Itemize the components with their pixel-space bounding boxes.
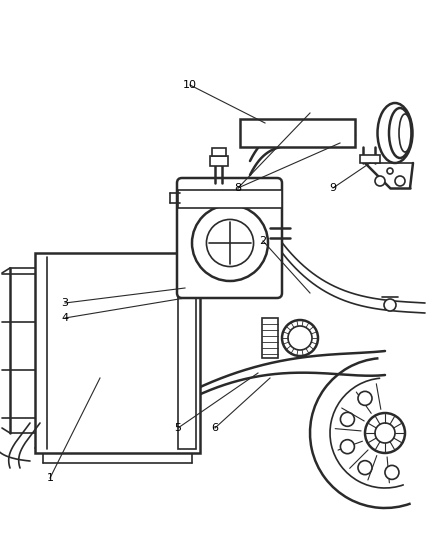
Text: 2: 2 <box>259 236 267 246</box>
Bar <box>240 119 355 147</box>
Text: 5: 5 <box>174 423 181 433</box>
Bar <box>360 155 380 163</box>
Bar <box>35 253 200 453</box>
Circle shape <box>365 413 405 453</box>
Circle shape <box>387 168 393 174</box>
Circle shape <box>206 220 254 266</box>
Bar <box>178 257 196 449</box>
Circle shape <box>282 320 318 356</box>
Text: 3: 3 <box>61 298 68 308</box>
Circle shape <box>192 205 268 281</box>
Text: 1: 1 <box>46 473 53 483</box>
Circle shape <box>375 176 385 186</box>
Ellipse shape <box>389 108 411 158</box>
Circle shape <box>395 176 405 186</box>
Circle shape <box>384 299 396 311</box>
Circle shape <box>358 391 372 406</box>
Text: 4: 4 <box>61 313 69 323</box>
FancyBboxPatch shape <box>177 178 282 298</box>
Circle shape <box>385 465 399 479</box>
Bar <box>210 156 228 166</box>
Ellipse shape <box>399 114 411 152</box>
Bar <box>262 318 278 358</box>
Circle shape <box>340 413 354 426</box>
Circle shape <box>340 440 354 454</box>
Bar <box>212 148 226 156</box>
Bar <box>178 190 282 208</box>
Circle shape <box>358 461 372 475</box>
Text: 10: 10 <box>183 80 197 90</box>
Ellipse shape <box>378 103 413 163</box>
Text: 6: 6 <box>212 423 219 433</box>
Text: 8: 8 <box>234 183 242 193</box>
Text: 9: 9 <box>329 183 336 193</box>
Circle shape <box>375 423 395 443</box>
Circle shape <box>288 326 312 350</box>
